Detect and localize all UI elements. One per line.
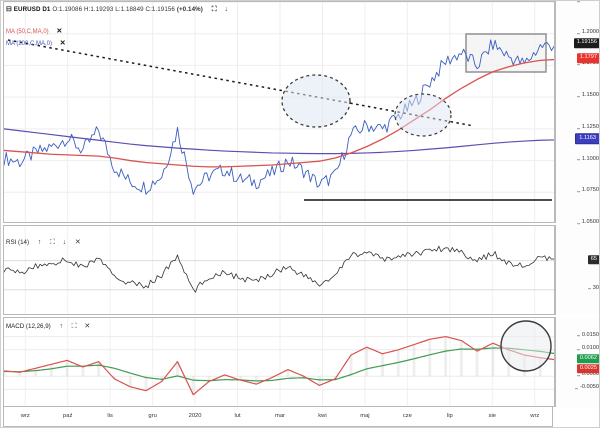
price-tick-label: 1.1250: [576, 124, 599, 131]
macd-tick-label: 0.0100: [576, 345, 599, 351]
price-tick-label: 1.0750: [576, 187, 599, 194]
price-tag-ma50: 1.1797: [576, 53, 599, 64]
date-axis-label: lis: [107, 413, 113, 419]
rsi-plot-area[interactable]: [3, 225, 555, 315]
rsi-expand-icon[interactable]: ⛶: [50, 239, 55, 246]
rsi-header: RSI (14) ↑ ⛶ ↓ ✕: [6, 239, 81, 246]
date-axis-label: wrz: [20, 413, 30, 419]
macd-header: MACD (12,26,9) ↑ ⛶ ✕: [6, 323, 90, 330]
date-axis-label: paź: [63, 413, 73, 419]
macd-close-icon[interactable]: ✕: [84, 323, 91, 330]
price-chart-panel: 1.2250 1.2000 1.1750 1.1500 1.1250 1.1000 1.07…: [1, 0, 599, 226]
price-tick-label: 1.1000: [576, 155, 599, 162]
rsi-close-icon[interactable]: ✕: [74, 239, 81, 246]
rsi-tick-label: 30: [587, 284, 599, 291]
price-plot-area[interactable]: [3, 1, 555, 223]
high-label: H:1.19293: [83, 6, 114, 13]
date-axis-label: mar: [275, 413, 285, 419]
price-tick-label: 1.1500: [576, 92, 599, 99]
date-axis-label: maj: [360, 413, 370, 419]
legend-ma200-close-icon[interactable]: ✕: [59, 40, 66, 47]
timeframe-label: D1: [42, 6, 51, 13]
open-label: O:1.19086: [52, 6, 83, 13]
price-axis[interactable]: 1.2250 1.2000 1.1750 1.1500 1.1250 1.1000 1.07…: [555, 0, 599, 226]
price-tag-ma200: 1.1163: [575, 133, 599, 145]
price-tick-label: 1.1750: [576, 60, 599, 67]
macd-plot-area[interactable]: [3, 317, 555, 407]
rsi-down-icon[interactable]: ↓: [62, 239, 67, 246]
macd-tick-label: -0.0050: [575, 384, 599, 391]
legend-ma50-label: MA (50,C,MA,0): [6, 29, 49, 35]
rsi-panel: 30 65 RSI (14) ↑ ⛶ ↓ ✕: [1, 225, 599, 315]
date-axis-label: lip: [446, 413, 453, 419]
price-tick-label: 1.0500: [576, 219, 599, 226]
legend-ma50-close-icon[interactable]: ✕: [56, 28, 63, 35]
date-axis-label: lut: [234, 413, 241, 419]
price-series-svg: [4, 2, 554, 222]
rsi-up-icon[interactable]: ↑: [37, 239, 42, 246]
price-tag-last: 1.19156: [573, 38, 599, 49]
download-icon[interactable]: ↓: [224, 6, 229, 13]
date-axis-label: gru: [148, 413, 157, 419]
macd-tick-label: 0.0000: [576, 371, 599, 378]
price-tick-label: 1.2250: [576, 0, 599, 4]
date-axis[interactable]: wrz paź lis gru 2020 lut mar kwi maj cze lip sie wrz: [3, 407, 553, 427]
macd-panel: 0.0150 0.0100 0.0000 -0.0050 0.0062 0.0025 MA…: [1, 317, 599, 407]
macd-tick-label: 0.0150: [576, 331, 599, 338]
rsi-axis[interactable]: 30 65: [555, 225, 599, 315]
rsi-series-svg: [4, 226, 554, 314]
date-axis-label: sie: [488, 413, 497, 419]
rsi-value-tag: 65: [587, 254, 599, 265]
collapse-icon[interactable]: ⊟: [6, 6, 12, 13]
macd-axis[interactable]: 0.0150 0.0100 0.0000 -0.0050 0.0062 0.0025: [555, 317, 599, 407]
macd-expand-icon[interactable]: ⛶: [71, 323, 77, 330]
close-label: C:1.19156: [145, 6, 175, 13]
chart-header: ⊟ EURUSD D1 O:1.19086 H:1.19293 L:1.1884…: [6, 6, 228, 13]
date-axis-label: kwi: [318, 413, 327, 419]
macd-series-svg: [4, 318, 554, 406]
rsi-title: RSI (14): [6, 239, 30, 246]
low-label: L:1.18849: [115, 6, 144, 13]
macd-macd-tag: 0.0062: [576, 354, 599, 364]
legend-ma50[interactable]: MA (50,C,MA,0) ✕: [6, 27, 62, 35]
legend-ma200-label: MA (200,C,MA,0): [6, 41, 53, 47]
change-percent-label: (+0.14%): [176, 6, 203, 13]
symbol-label: EURUSD: [13, 6, 41, 13]
macd-up-icon[interactable]: ↑: [59, 323, 63, 330]
date-axis-label: cze: [402, 413, 412, 419]
macd-signal-tag: 0.0025: [576, 363, 599, 374]
date-axis-label: wrz: [530, 413, 540, 419]
expand-icon[interactable]: ⛶: [211, 6, 217, 13]
date-axis-label: 2020: [188, 413, 202, 419]
price-tick-label: 1.2000: [576, 28, 599, 35]
legend-ma200[interactable]: MA (200,C,MA,0) ✕: [6, 39, 66, 47]
macd-title: MACD (12,26,9): [6, 323, 51, 330]
